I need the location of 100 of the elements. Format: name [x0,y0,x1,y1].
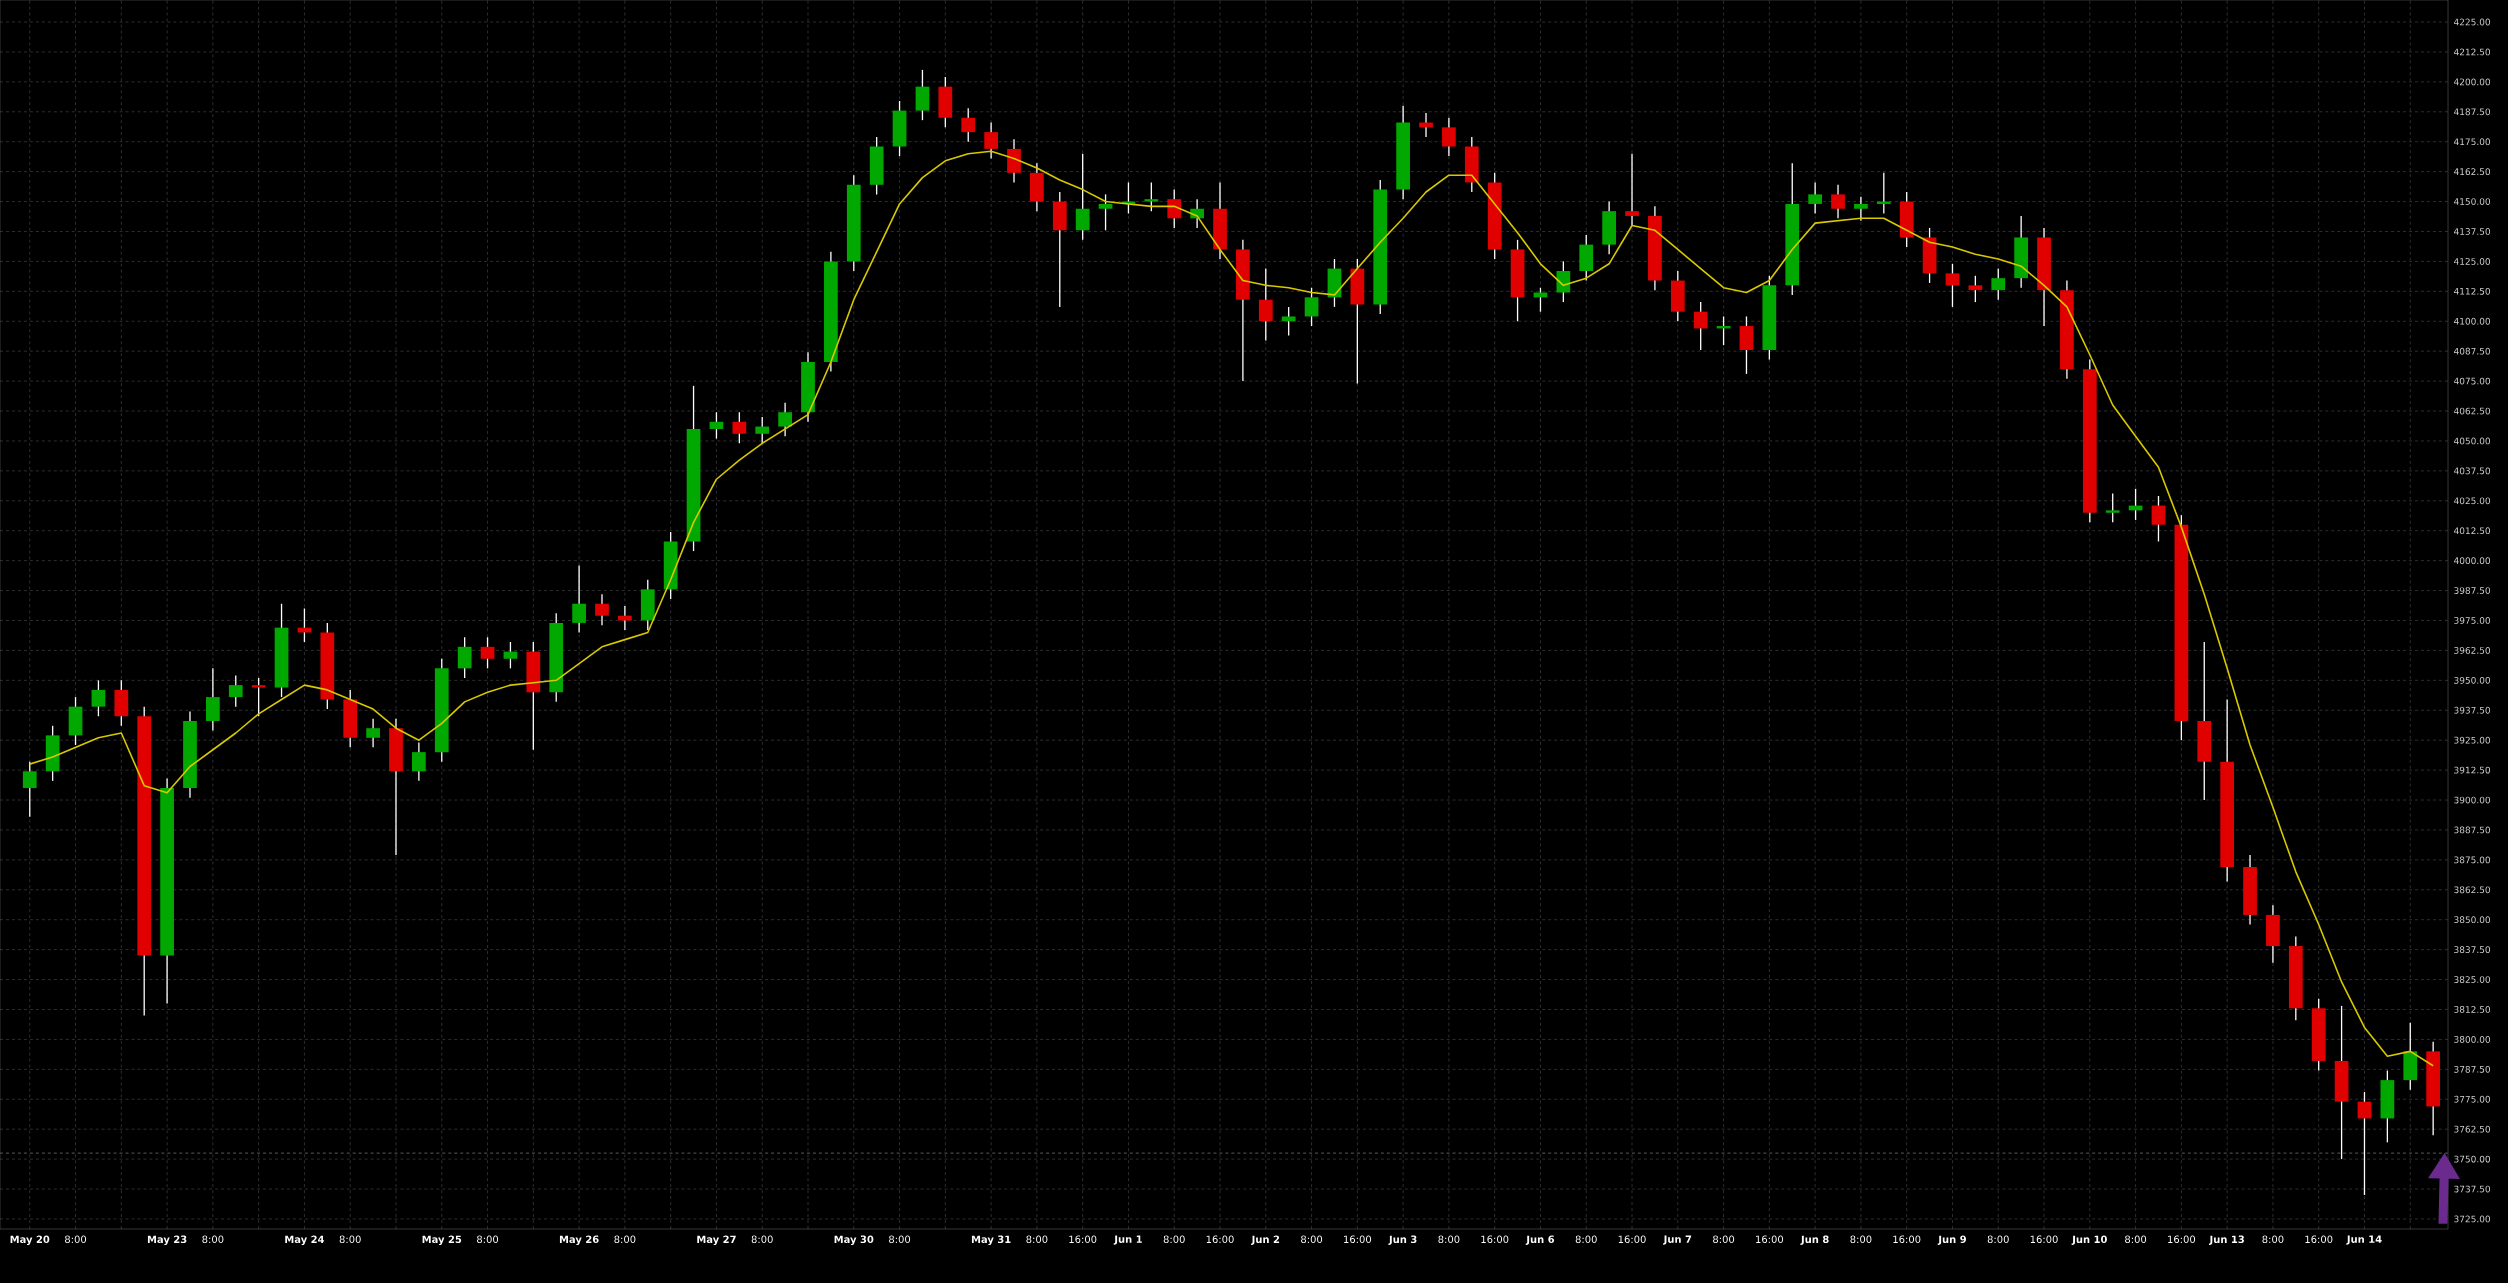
candlestick [1808,181,1822,215]
y-tick-label: 4037.50 [2453,467,2491,475]
candlestick [915,69,930,121]
candlestick [1007,138,1021,184]
y-tick-label: 4000.00 [2453,557,2491,565]
y-tick-label: 3812.50 [2454,1006,2491,1013]
candlestick [961,107,976,143]
y-tick-label: 4062.50 [2453,407,2491,415]
x-tick-label: 16:00 [1069,1235,1097,1244]
y-tick-label: 4187.50 [2453,108,2491,116]
y-tick-label: 4125.00 [2453,258,2491,265]
y-tick-label: 3900.00 [2454,796,2491,804]
x-tick-label: 16:00 [2030,1235,2058,1244]
x-tick-label: 8:00 [65,1235,87,1244]
y-tick-label: 3787.50 [2454,1065,2491,1073]
candlestick [206,667,220,732]
x-tick-label: Jun 8 [1800,1235,1829,1245]
candlestick [1144,181,1159,212]
x-tick-label: May 23 [147,1235,187,1246]
candlestick [1442,117,1456,157]
y-tick-label: 3875.00 [2454,856,2491,864]
candlestick [1831,184,1845,219]
y-tick-label: 3737.50 [2454,1185,2491,1193]
y-tick-label: 3825.00 [2454,976,2491,983]
x-tick-label: Jun 9 [1937,1235,1966,1245]
candlestick [984,121,998,160]
x-tick-label: Jun 1 [1113,1235,1142,1245]
x-tick-label: 8:00 [339,1235,361,1244]
y-tick-label: 4100.00 [2453,317,2491,325]
x-tick-label: May 27 [697,1235,736,1246]
candlestick [1258,267,1273,342]
y-tick-label: 4162.50 [2453,168,2491,176]
candlestick [1075,153,1090,241]
candlestick [1556,260,1571,303]
y-tick-label: 3750.00 [2454,1155,2491,1163]
candlestick [1854,196,1868,222]
x-tick-label: 16:00 [1618,1235,1646,1244]
x-tick-label: May 26 [559,1235,599,1246]
y-tick-label: 4087.50 [2453,347,2491,355]
candlestick [1281,306,1296,337]
candlestick [595,593,609,626]
x-tick-label: 8:00 [1301,1235,1323,1244]
candlestick [503,641,518,670]
candlestick [1304,287,1319,327]
y-tick-label: 3912.50 [2454,766,2491,774]
x-tick-label: 8:00 [889,1235,911,1244]
candlestick [366,717,380,749]
x-tick-label: 16:00 [1893,1235,1921,1244]
candlestick [709,411,724,440]
y-tick-label: 3950.00 [2454,676,2491,684]
candlestick [412,741,426,782]
y-tick-label: 3800.00 [2454,1036,2491,1043]
x-tick-label: 8:00 [1026,1235,1048,1244]
x-tick-label: May 25 [422,1235,462,1246]
x-tick-label: 16:00 [1756,1235,1784,1244]
candlestick [91,679,106,717]
x-tick-label: Jun 6 [1525,1235,1555,1245]
x-tick-label: May 31 [971,1235,1011,1246]
y-tick-label: 4075.00 [2453,377,2491,385]
y-tick-label: 4212.50 [2453,48,2491,56]
x-tick-label: Jun 7 [1663,1235,1692,1245]
y-tick-label: 4150.00 [2453,198,2491,205]
candlestick [1625,153,1639,227]
candlestick [2357,1091,2372,1196]
x-tick-label: Jun 14 [2346,1235,2382,1245]
x-tick-label: May 24 [285,1235,325,1246]
y-tick-label: 4112.50 [2453,287,2491,295]
y-tick-label: 4225.00 [2453,18,2491,26]
x-tick-label: Jun 13 [2208,1235,2244,1245]
y-tick-label: 3925.00 [2454,736,2491,744]
y-tick-label: 3962.50 [2454,647,2491,654]
candlestick [2105,492,2120,523]
x-tick-label: 8:00 [1575,1235,1597,1244]
y-tick-label: 3975.00 [2454,617,2491,624]
y-tick-label: 4012.50 [2453,527,2491,535]
x-tick-label: 8:00 [1713,1235,1735,1244]
x-tick-label: 8:00 [751,1235,773,1244]
y-tick-label: 4050.00 [2453,437,2491,445]
candlestick [1739,315,1754,375]
candlestick [251,677,266,717]
y-tick-label: 4200.00 [2453,78,2491,86]
x-tick-label: 8:00 [1850,1235,1872,1244]
candlestick [732,411,747,444]
candlestick [1945,263,1960,308]
x-tick-label: 8:00 [2262,1235,2284,1244]
x-tick-label: 16:00 [2168,1235,2196,1244]
y-tick-label: 3987.50 [2454,587,2491,594]
y-tick-label: 3850.00 [2454,916,2491,924]
candlestick [778,401,792,437]
x-tick-label: 8:00 [477,1235,499,1244]
x-tick-label: Jun 3 [1388,1235,1417,1245]
y-tick-label: 4175.00 [2453,138,2491,146]
candlestick [1098,193,1113,231]
x-tick-label: 8:00 [1987,1235,2009,1244]
x-tick-label: May 30 [834,1235,874,1246]
candlestick [480,636,495,670]
y-tick-label: 3775.00 [2454,1095,2491,1103]
x-tick-label: 8:00 [1438,1235,1460,1244]
y-tick-label: 3937.50 [2454,706,2491,714]
y-tick-label: 4137.50 [2453,228,2491,235]
